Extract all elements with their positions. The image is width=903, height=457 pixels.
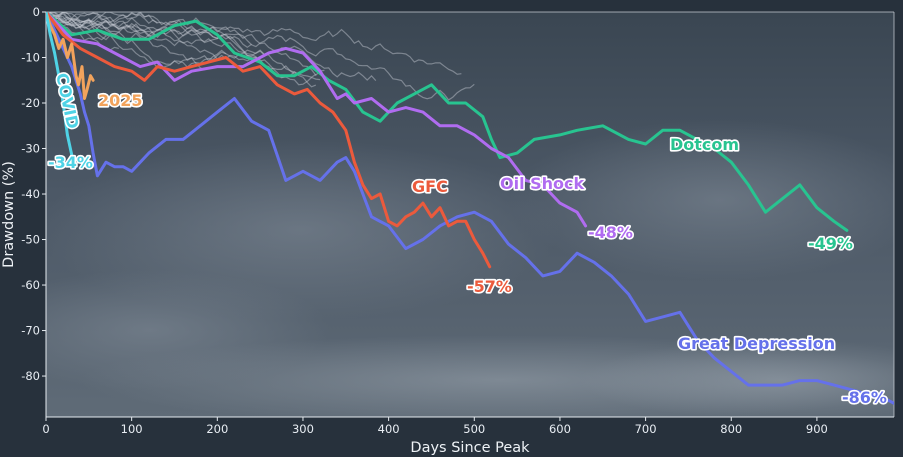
background-trace <box>46 12 252 49</box>
series-line-oil-shock <box>46 12 588 228</box>
x-tick-label: 400 <box>378 422 400 436</box>
series-name-gfc: GFC <box>412 177 448 196</box>
x-tick-label: 800 <box>720 422 742 436</box>
y-tick-label: -70 <box>21 324 40 338</box>
background-trace <box>46 12 158 28</box>
series-name-2025: 2025 <box>98 91 143 110</box>
series-line-great-depression <box>46 12 894 405</box>
series-line-2025 <box>46 12 95 100</box>
series-end-value-covid: -34% <box>48 153 93 172</box>
y-tick-label: -30 <box>21 142 40 156</box>
y-tick-label: -80 <box>21 369 40 383</box>
series-line-covid <box>46 12 76 169</box>
y-tick-label: -20 <box>21 96 40 110</box>
series-end-value-dotcom: -49% <box>808 234 853 253</box>
x-tick-label: 600 <box>549 422 571 436</box>
background-trace <box>46 12 295 75</box>
series-line-gfc <box>46 12 492 269</box>
axes: 0 100 200 300 400 500 600 700 800 900 0 -10 -20 -30 -4… <box>1 5 895 456</box>
series-name-oil-shock: Oil Shock <box>500 174 585 193</box>
x-tick-label: 500 <box>463 422 485 436</box>
cloud-texture <box>46 120 894 417</box>
x-tick-label: 700 <box>635 422 657 436</box>
background-trace <box>46 12 377 82</box>
x-tick-label: 900 <box>806 422 828 436</box>
x-tick-label: 200 <box>206 422 228 436</box>
series-group <box>46 12 894 405</box>
y-tick-label: -40 <box>21 187 40 201</box>
background-trace <box>46 12 205 71</box>
series-end-value-gfc: -57% <box>467 277 512 296</box>
series-name-great-depression: Great Depression <box>678 334 835 353</box>
x-tick-label: 300 <box>292 422 314 436</box>
y-tick-label: -10 <box>21 51 40 65</box>
x-axis-title: Days Since Peak <box>410 440 530 456</box>
background-trace <box>46 14 325 77</box>
series-end-value-great-depression: -86% <box>842 388 887 407</box>
y-tick-label: -50 <box>21 233 40 247</box>
background-trace <box>46 12 462 75</box>
x-tick-label: 100 <box>121 422 143 436</box>
background-trace <box>46 13 107 36</box>
y-axis-title: Drawdown (%) <box>1 161 17 268</box>
series-line-dotcom <box>46 12 849 232</box>
background-trace <box>46 15 475 101</box>
x-tick-label: 0 <box>42 422 49 436</box>
series-name-dotcom: Dotcom <box>670 135 739 154</box>
y-tick-label: 0 <box>33 5 40 19</box>
y-tick-label: -60 <box>21 278 40 292</box>
series-end-value-oil-shock: -48% <box>588 223 633 242</box>
